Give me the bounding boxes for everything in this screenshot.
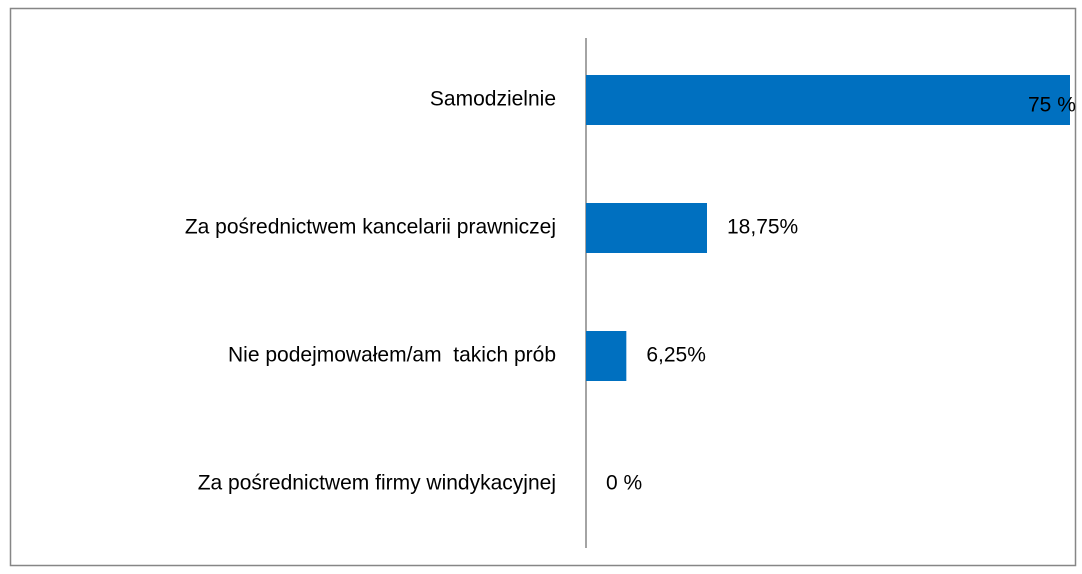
bar [586, 331, 627, 381]
data-label: 0 % [606, 472, 642, 495]
y-tick-label: Samodzielnie [430, 88, 556, 111]
data-label: 75 % [1028, 94, 1076, 117]
bar [586, 203, 707, 253]
data-label: 18,75% [727, 216, 798, 239]
bar [586, 75, 1070, 125]
data-label: 6,25% [646, 344, 706, 367]
y-tick-label: Nie podejmowałem/am takich prób [228, 344, 556, 367]
y-tick-label: Za pośrednictwem kancelarii prawniczej [185, 216, 556, 239]
y-tick-label: Za pośrednictwem firmy windykacyjnej [198, 472, 556, 495]
